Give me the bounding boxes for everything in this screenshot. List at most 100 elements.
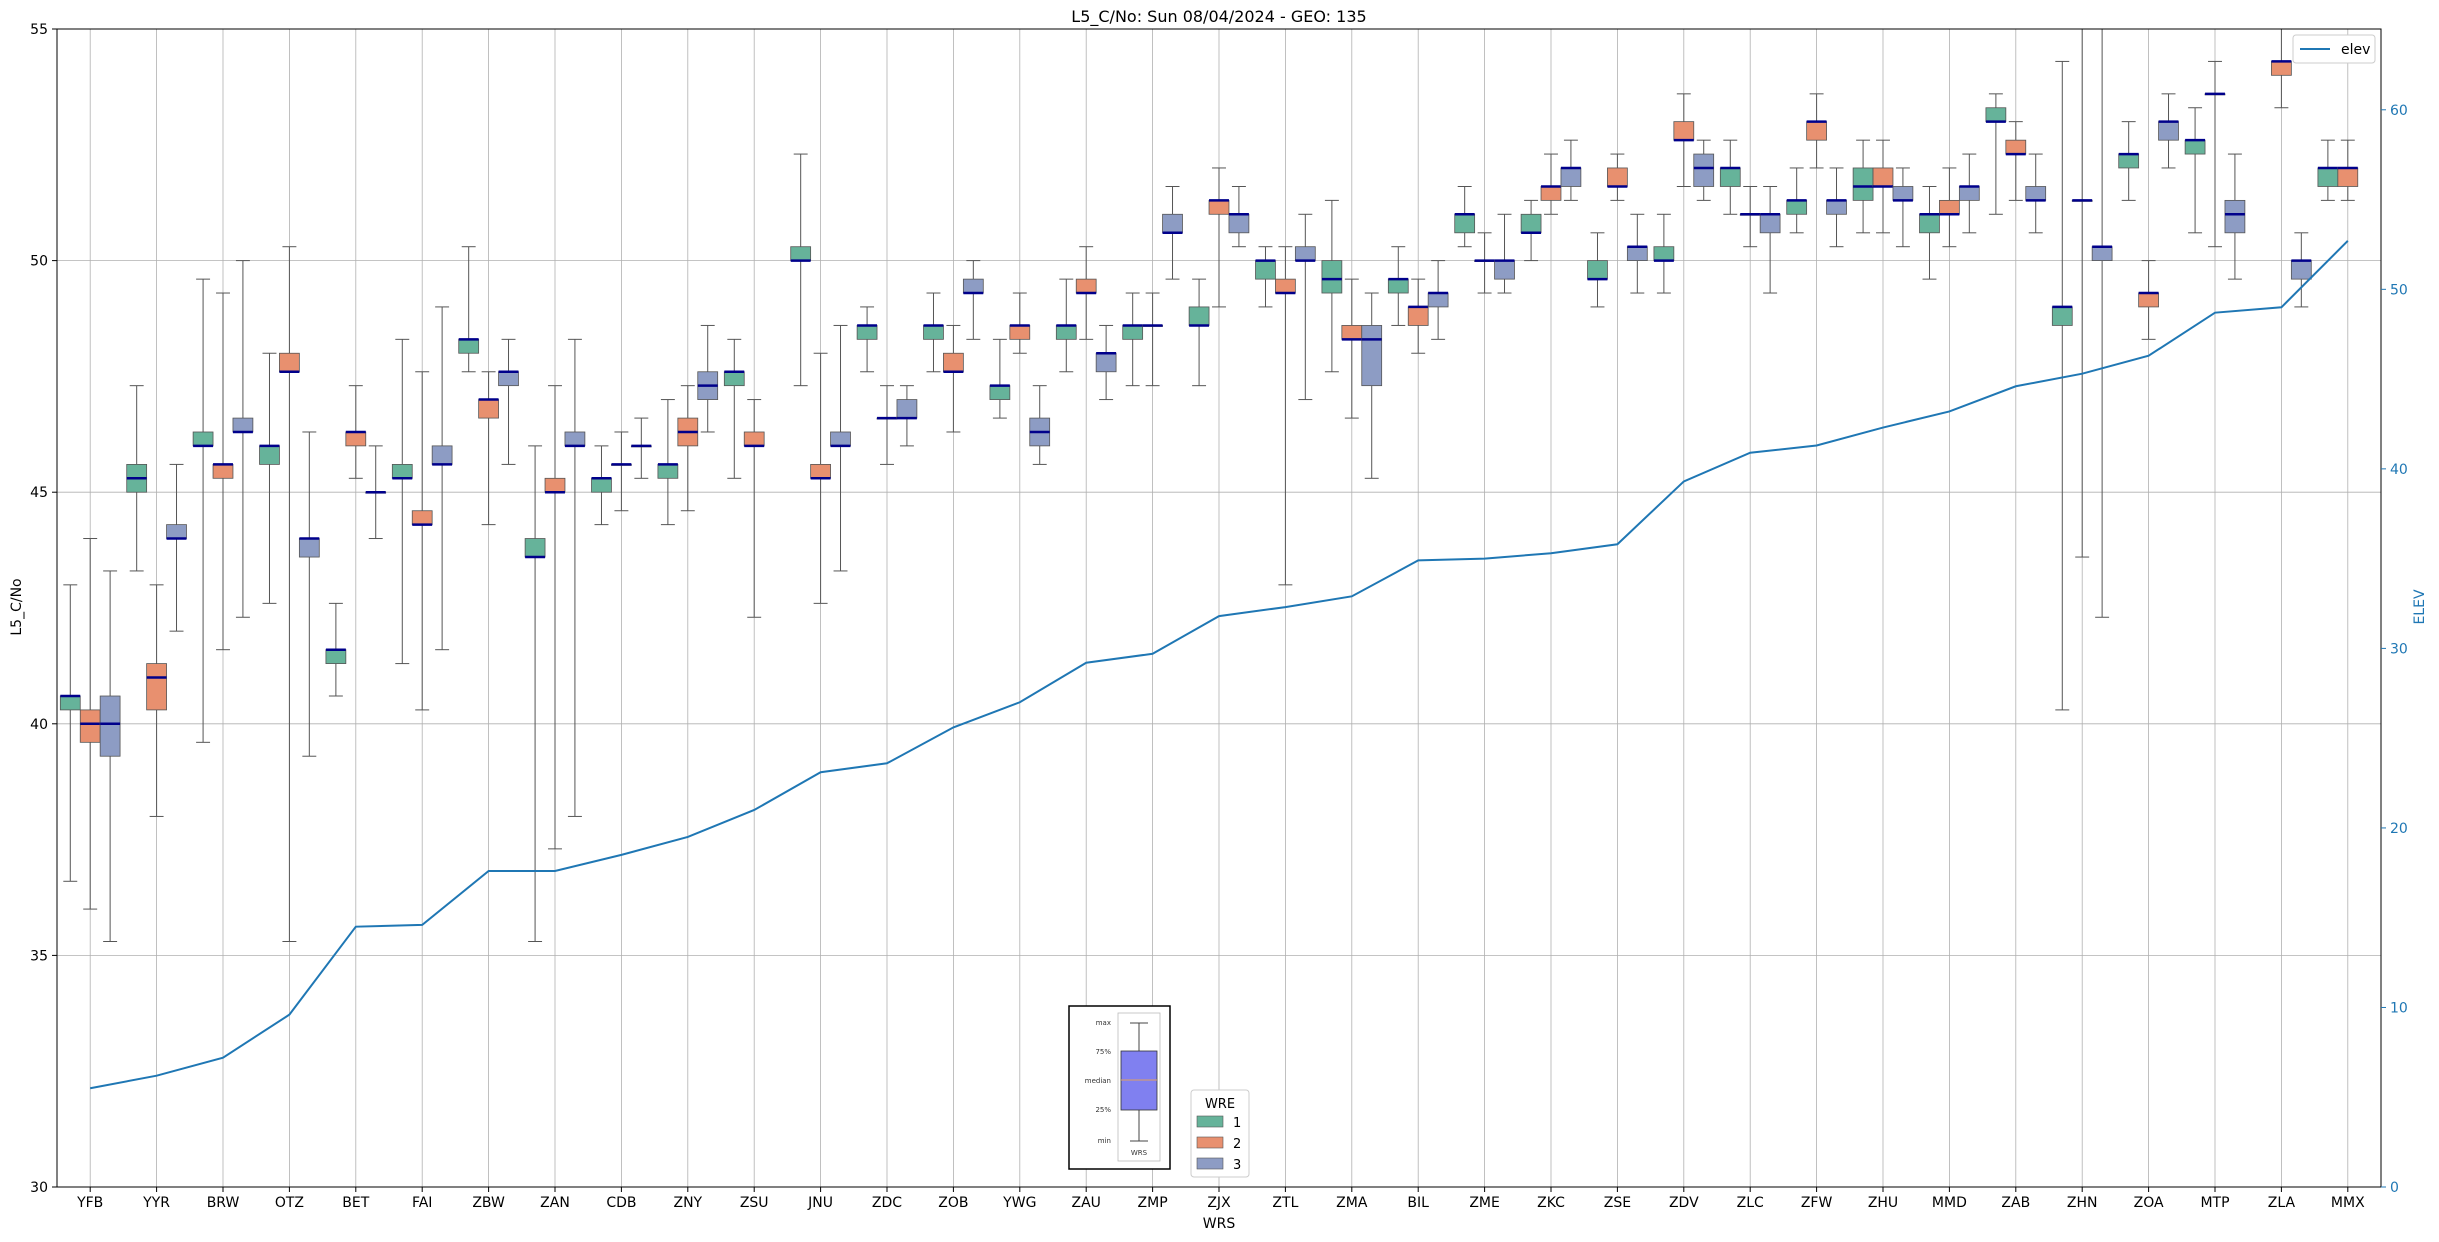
box-iqr: [544, 477, 566, 493]
box-wre-3: [630, 417, 652, 479]
x-tick-label: ZOB: [938, 1195, 968, 1211]
box-iqr: [2051, 306, 2073, 326]
box-iqr: [1228, 213, 1250, 234]
box-wre-2: [943, 324, 964, 433]
box-wre-2: [146, 584, 167, 817]
box-iqr: [1587, 260, 1608, 280]
axes-layer: 30 35 40 45 50 55 0 10 20 30 40 50 60 YFB YYR BRW OTZ BET…: [30, 22, 2408, 1211]
box-iqr: [2158, 121, 2179, 141]
box-key-label-median: median: [1085, 1077, 1111, 1085]
box-iqr: [259, 445, 280, 465]
box-wre-2: [79, 538, 101, 910]
y-tick-label: 55: [30, 22, 48, 38]
box-wre-3: [697, 324, 719, 433]
box-iqr: [1321, 260, 1343, 294]
box-iqr: [279, 352, 300, 373]
x-tick-label: ZNY: [673, 1195, 702, 1211]
box-iqr: [325, 649, 347, 664]
box-wre-3: [1560, 139, 1582, 201]
box-wre-3: [896, 385, 918, 447]
box-wre-1: [1454, 185, 1476, 248]
box-wre-2: [1939, 167, 1960, 248]
box-wre-3: [564, 338, 586, 817]
box-wre-1: [126, 385, 148, 572]
x-tick-label: ZDC: [872, 1195, 902, 1211]
box-iqr: [2337, 167, 2359, 187]
box-wre-3: [1892, 167, 1914, 248]
y2-tick-label: 30: [2390, 641, 2408, 657]
box-wre-1: [1786, 167, 1808, 234]
box-iqr: [1294, 246, 1316, 261]
box-iqr: [59, 695, 81, 711]
box-iqr: [1162, 213, 1183, 234]
box-wre-1: [259, 352, 280, 604]
x-tick-label: ZJX: [1207, 1195, 1231, 1211]
box-wre-1: [856, 306, 878, 373]
box-wre-3: [830, 324, 851, 572]
box-key-label-max: max: [1096, 1019, 1111, 1027]
elev-legend-frame: [2292, 34, 2376, 64]
box-iqr: [1341, 325, 1363, 340]
box-iqr: [1055, 325, 1077, 340]
box-wre-3: [1693, 139, 1715, 201]
box-iqr: [1540, 186, 1562, 201]
box-wre-1: [1852, 139, 1874, 234]
box-key-label-min: min: [1098, 1137, 1111, 1145]
box-wre-2: [1673, 93, 1695, 187]
box-iqr: [896, 399, 918, 419]
box-wre-2: [411, 371, 433, 711]
box-iqr: [1255, 260, 1276, 280]
wre-legend-label-2: 2: [1233, 1137, 1241, 1152]
box-wre-1: [790, 153, 812, 387]
box-iqr: [99, 695, 121, 757]
box-wre-2: [2005, 121, 2027, 201]
y-tick-label: 30: [30, 1180, 48, 1196]
x-tick-label: ZKC: [1537, 1195, 1565, 1211]
box-iqr: [1560, 167, 1582, 187]
box-iqr: [1009, 325, 1031, 340]
box-wre-3: [2158, 93, 2179, 169]
box-wre-1: [2051, 60, 2073, 711]
box-iqr: [298, 538, 320, 558]
box-wre-1: [989, 338, 1011, 419]
box-iqr: [856, 325, 878, 340]
box-iqr: [1919, 213, 1940, 234]
box-iqr: [1852, 167, 1874, 201]
wre-legend-swatch-2: [1196, 1136, 1224, 1149]
wre-legend-swatch-1: [1196, 1115, 1224, 1128]
box-wre-3: [2091, 28, 2113, 618]
box-iqr: [345, 431, 367, 447]
x-tick-label: ZAN: [540, 1195, 570, 1211]
y2-tick-label: 20: [2390, 821, 2408, 837]
box-iqr: [431, 445, 453, 465]
box-wre-2: [810, 352, 831, 604]
box-wre-2: [2138, 260, 2159, 340]
box-iqr: [1607, 167, 1628, 187]
box-iqr: [1985, 107, 2007, 123]
box-iqr: [1387, 278, 1409, 294]
box-iqr: [2138, 292, 2159, 308]
box-wre-2: [1341, 278, 1363, 419]
box-iqr: [1826, 199, 1847, 215]
box-iqr: [2224, 199, 2246, 234]
x-tick-label: MMD: [1932, 1195, 1967, 1211]
box-wre-2: [1142, 292, 1163, 387]
box-iqr: [1208, 199, 1230, 215]
box-iqr: [2271, 61, 2292, 76]
box-iqr: [478, 399, 499, 419]
box-iqr: [1673, 121, 1695, 141]
x-tick-label: ZHU: [1868, 1195, 1898, 1211]
box-wre-1: [657, 399, 679, 526]
box-wre-3: [1162, 185, 1183, 280]
y2-tick-label: 50: [2390, 282, 2408, 298]
x-axis-label: WRS: [1203, 1216, 1236, 1232]
box-iqr: [192, 431, 214, 447]
box-wre-3: [1095, 324, 1117, 401]
box-iqr: [2317, 167, 2339, 187]
box-wre-3: [99, 570, 121, 943]
box-wre-2: [677, 385, 699, 512]
y2-tick-label: 0: [2390, 1180, 2399, 1196]
box-iqr: [1075, 278, 1097, 294]
box-wre-3: [1626, 213, 1648, 294]
box-wre-3: [232, 260, 254, 618]
